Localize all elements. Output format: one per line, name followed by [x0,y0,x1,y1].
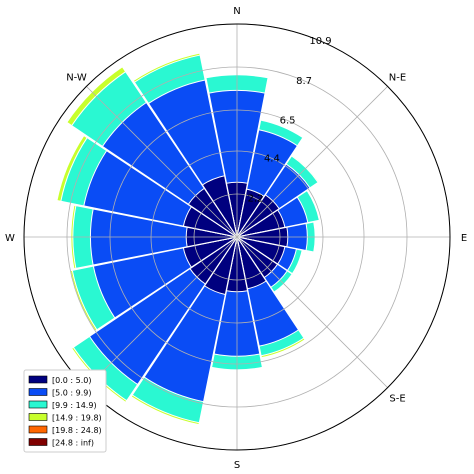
radial-tick-label-1: 4.4 [264,154,280,165]
legend-swatch-4 [28,425,48,434]
direction-label-s-e: S-E [389,394,405,405]
outer-circle [23,23,451,451]
direction-label-n-e: N-E [389,72,406,83]
legend-label-5: [24.8 : inf) [52,439,94,448]
direction-label-s: S [234,460,240,471]
legend-label-0: [0.0 : 5.0) [52,376,91,385]
direction-label-n-w: N-W [66,72,87,83]
grid-spoke-1 [236,86,388,238]
legend-label-3: [14.9 : 19.8) [52,414,102,423]
radial-tick-label-3: 8.7 [296,76,312,87]
grid-spoke-7 [86,86,238,238]
legend-swatch-1 [28,388,48,396]
legend-swatch-2 [28,400,48,409]
grid-spoke-3 [236,236,388,388]
direction-label-e: E [461,233,467,244]
legend-label-1: [5.0 : 9.9) [52,389,91,398]
direction-label-n: N [233,6,240,17]
grid-spoke-5 [86,236,238,388]
direction-label-w: W [5,233,15,244]
radial-tick-label-0: 2.2 [247,193,263,204]
legend-swatch-5 [28,438,48,446]
radial-tick-label-4: 10.9 [309,36,331,47]
radial-tick-label-2: 6.5 [280,116,296,127]
windrose-bar-sector-15-bin-0 [201,175,238,238]
legend-label-4: [19.8 : 24.8) [52,426,102,435]
legend-label-2: [9.9 : 14.9) [52,401,97,410]
legend-swatch-0 [28,375,48,384]
legend-swatch-3 [28,413,48,421]
